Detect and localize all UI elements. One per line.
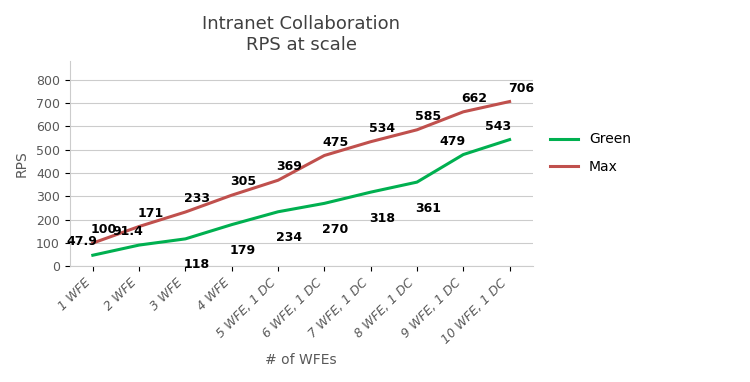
Text: 662: 662 [461,92,488,105]
Text: 171: 171 [137,207,164,220]
Green [135,243,144,248]
Text: 369: 369 [276,160,302,173]
Green [227,222,236,227]
Max [459,110,468,114]
Text: 100: 100 [91,223,117,236]
Text: 361: 361 [415,202,441,215]
Text: 47.9: 47.9 [66,235,98,248]
Title: Intranet Collaboration
RPS at scale: Intranet Collaboration RPS at scale [202,15,400,54]
Legend: Green, Max: Green, Max [544,127,636,180]
Max [366,139,375,144]
Green [366,190,375,194]
X-axis label: # of WFEs: # of WFEs [266,353,337,367]
Max [88,241,98,245]
Text: 534: 534 [369,122,394,135]
Text: 270: 270 [322,223,349,236]
Text: 91.4: 91.4 [112,225,143,238]
Text: 543: 543 [485,120,512,133]
Max [135,224,144,229]
Text: 305: 305 [230,175,256,188]
Text: 706: 706 [508,82,534,95]
Max [274,178,283,183]
Text: 234: 234 [276,231,302,244]
Green [181,236,190,241]
Text: 479: 479 [439,134,465,147]
Line: Green: Green [93,139,509,255]
Max [413,128,422,132]
Text: 179: 179 [230,244,256,257]
Line: Max: Max [93,102,509,243]
Green [505,137,514,142]
Green [274,209,283,214]
Y-axis label: RPS: RPS [15,150,29,177]
Green [459,152,468,157]
Text: 475: 475 [322,136,349,149]
Text: 318: 318 [369,212,394,225]
Max [505,99,514,104]
Green [413,180,422,185]
Max [227,193,236,197]
Green [320,201,328,206]
Text: 233: 233 [184,192,209,205]
Text: 585: 585 [415,110,441,123]
Text: 118: 118 [184,258,209,271]
Green [88,253,98,257]
Max [320,153,328,158]
Max [181,210,190,214]
